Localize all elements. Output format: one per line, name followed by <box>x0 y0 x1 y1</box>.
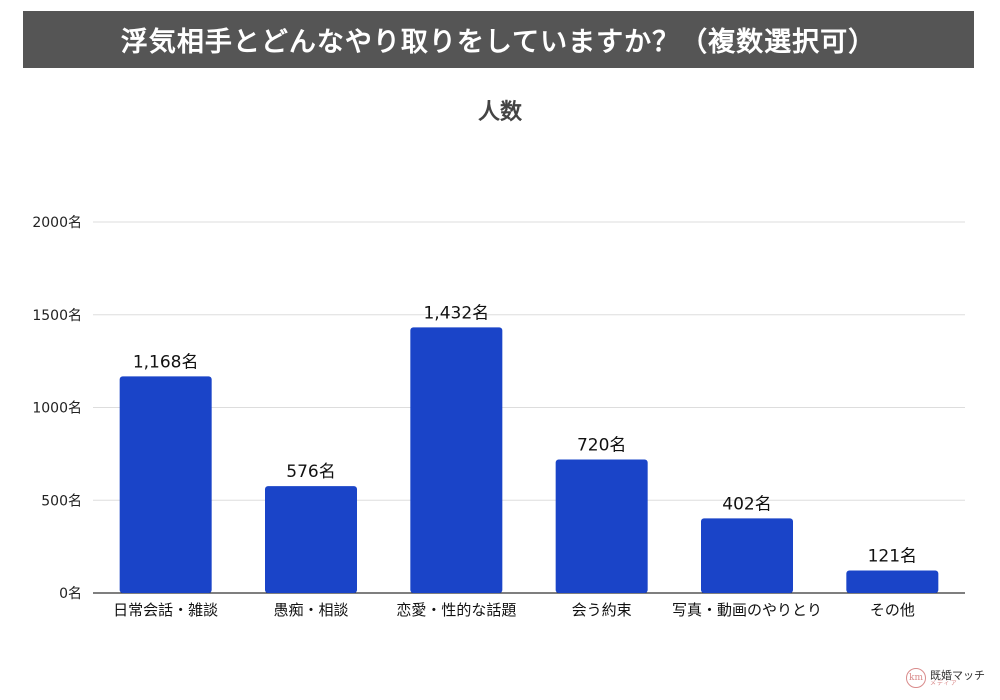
y-tick-label: 1000名 <box>32 401 82 417</box>
data-label: 121名 <box>868 547 917 567</box>
data-label: 1,432名 <box>423 303 489 323</box>
x-tick-label: 日常会話・雑談 <box>113 601 218 619</box>
bar <box>701 518 793 593</box>
logo-mark-icon: km <box>906 668 926 688</box>
logo-sub: メディア <box>930 679 958 687</box>
bar <box>119 376 212 593</box>
x-tick-label: その他 <box>870 601 915 619</box>
x-tick-label: 会う約束 <box>572 601 632 619</box>
x-tick-label: 愚痴・相談 <box>273 601 348 619</box>
header-title: 浮気相手とどんなやり取りをしていますか？（複数選択可） <box>120 27 877 58</box>
y-tick-label: 500名 <box>41 493 82 509</box>
page-header: 浮気相手とどんなやり取りをしていますか？（複数選択可） <box>23 11 974 68</box>
bar <box>265 486 357 593</box>
y-tick-label: 0名 <box>59 586 82 602</box>
bar <box>410 327 503 593</box>
chart-title: 人数 <box>477 100 522 125</box>
x-tick-label: 写真・動画のやりとり <box>672 601 822 619</box>
y-tick-label: 2000名 <box>32 215 82 231</box>
brand-logo: km 既婚マッチ メディア <box>906 668 985 688</box>
y-tick-label: 1500名 <box>32 308 82 324</box>
logo-name: 既婚マッチ <box>930 668 985 682</box>
x-tick-label: 恋愛・性的な話題 <box>396 601 516 619</box>
bar <box>846 570 939 593</box>
bar <box>555 459 648 593</box>
data-label: 576名 <box>286 462 335 482</box>
data-label: 720名 <box>577 435 626 455</box>
data-label: 1,168名 <box>133 352 199 372</box>
data-label: 402名 <box>722 494 771 514</box>
